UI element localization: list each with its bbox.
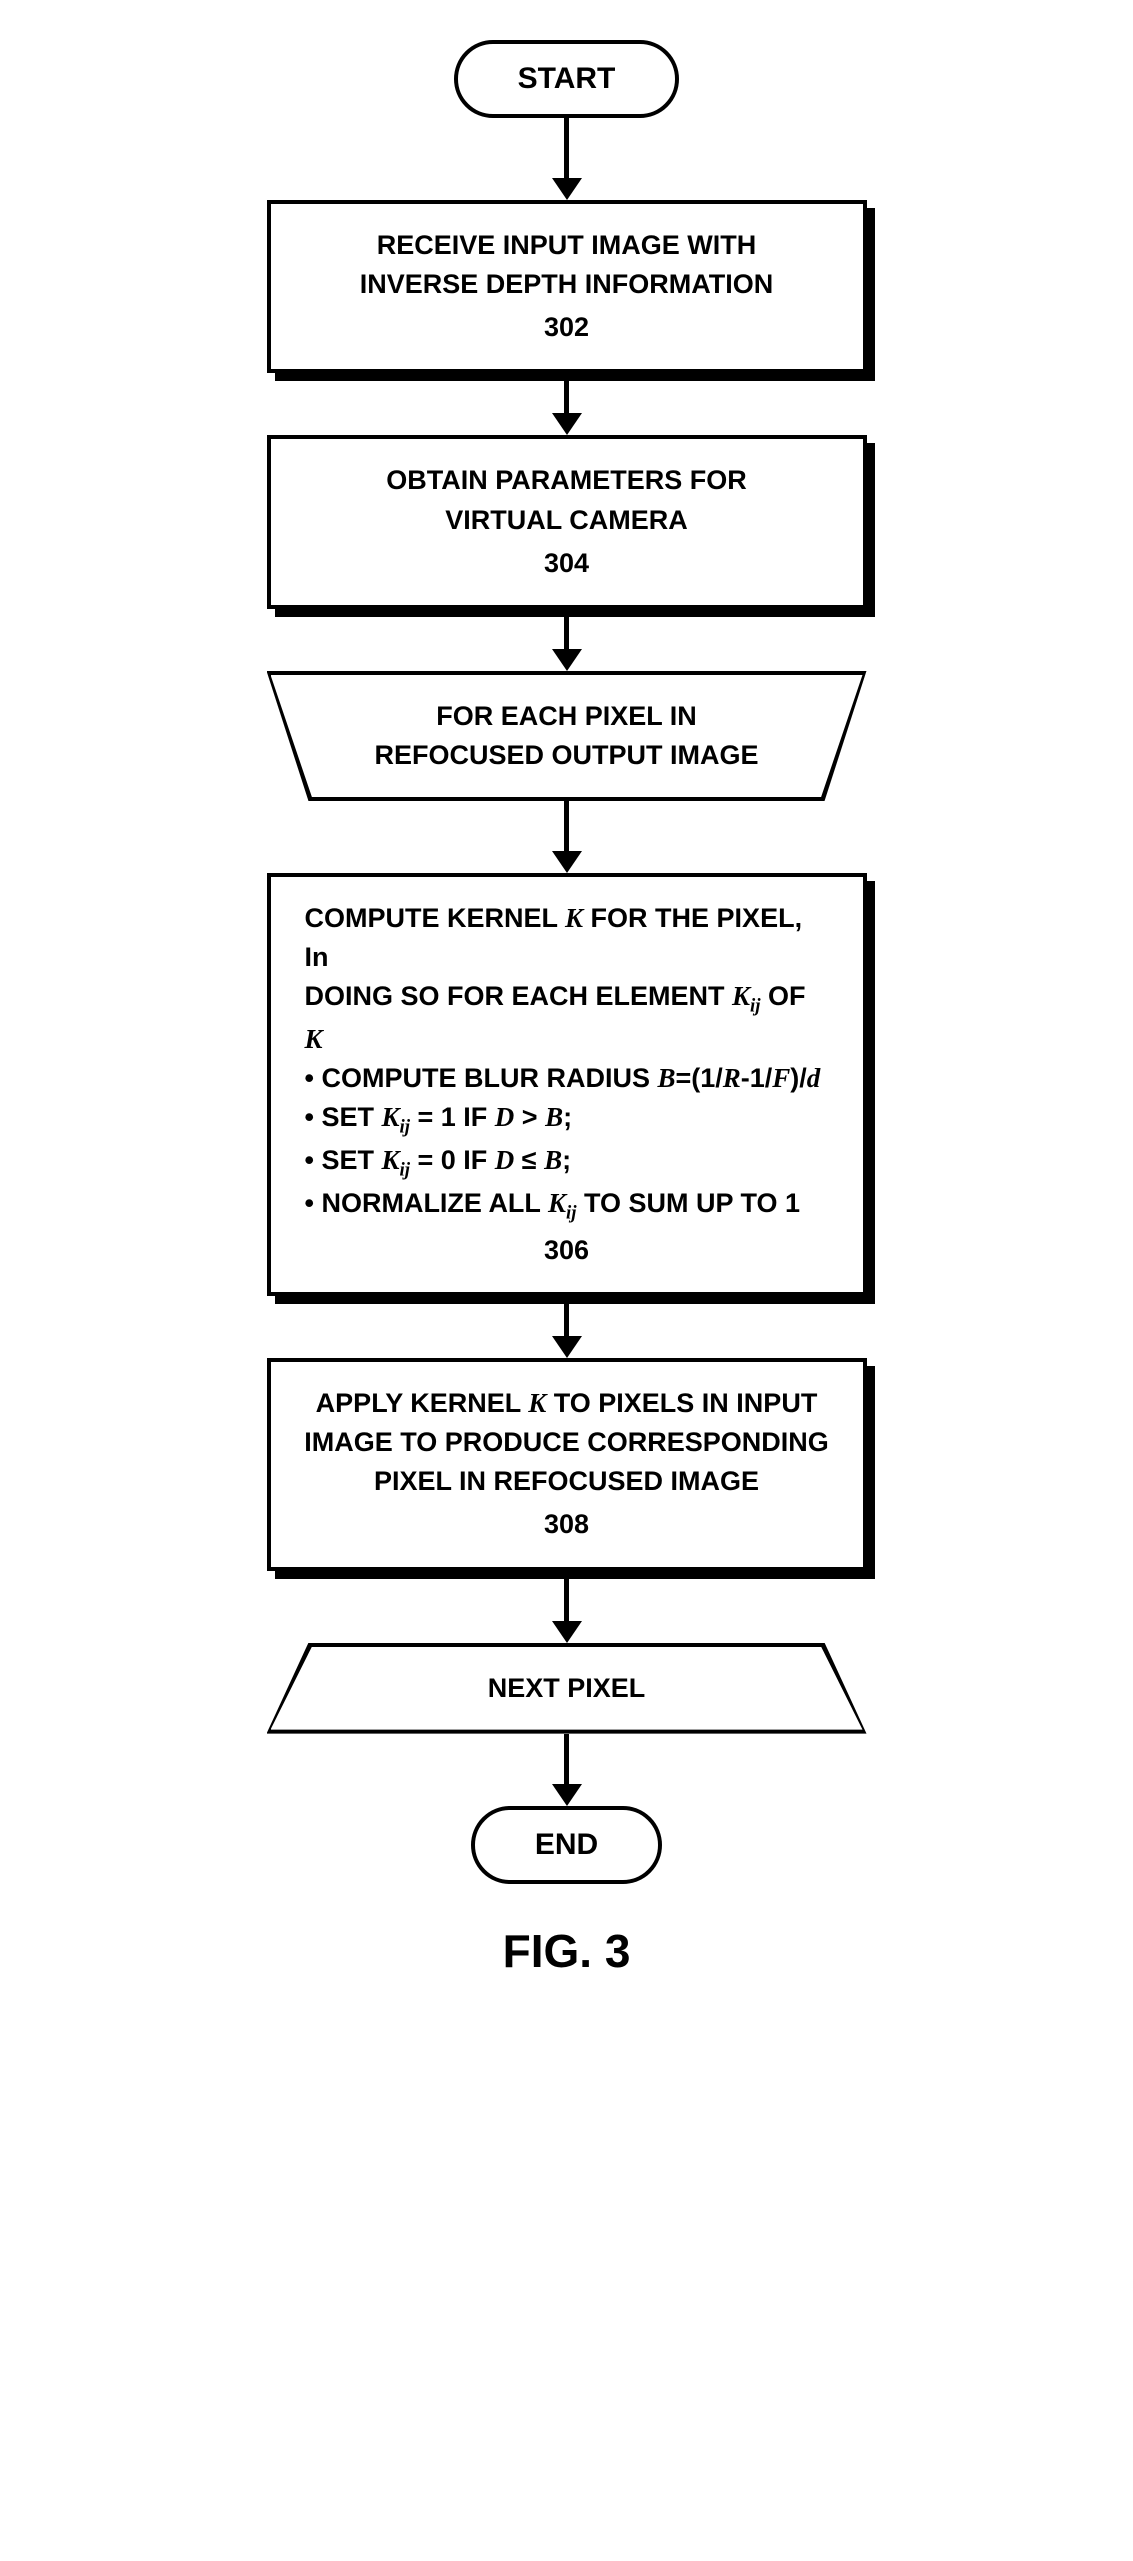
arrow-head <box>552 1336 582 1358</box>
sub: ij <box>566 1202 577 1223</box>
txt: COMPUTE KERNEL <box>305 903 566 933</box>
arrow-2 <box>552 373 582 435</box>
process-302-line2: INVERSE DEPTH INFORMATION <box>360 269 774 299</box>
sub-ij: ij <box>750 996 761 1017</box>
arrow-line <box>564 1734 569 1784</box>
txt: =(1/ <box>675 1063 722 1093</box>
txt: ≤ <box>514 1145 544 1175</box>
end-terminator: END <box>471 1806 662 1884</box>
process-302-wrapper: RECEIVE INPUT IMAGE WITH INVERSE DEPTH I… <box>267 200 867 373</box>
arrow-4 <box>552 801 582 873</box>
italic-k: K <box>305 1024 323 1054</box>
italic: D <box>495 1102 515 1132</box>
sub: ij <box>399 1117 410 1138</box>
txt: -1/ <box>741 1063 773 1093</box>
italic: B <box>544 1145 562 1175</box>
loop-start-line1: FOR EACH PIXEL IN <box>436 701 697 731</box>
arrow-head <box>552 1784 582 1806</box>
trapezoid-inner: FOR EACH PIXEL IN REFOCUSED OUTPUT IMAGE <box>271 675 863 797</box>
sub: ij <box>399 1160 410 1181</box>
process-308: APPLY KERNEL K TO PIXELS IN INPUT IMAGE … <box>267 1358 867 1571</box>
bullet-2: • SET Kij = 1 IF D > B; <box>305 1098 829 1141</box>
italic: K <box>381 1102 399 1132</box>
txt: OF <box>761 981 806 1011</box>
flowchart-container: START RECEIVE INPUT IMAGE WITH INVERSE D… <box>207 40 927 1978</box>
txt: APPLY KERNEL <box>316 1388 529 1418</box>
arrow-3 <box>552 609 582 671</box>
arrow-line <box>564 609 569 649</box>
arrow-line <box>564 1571 569 1621</box>
process-308-line1: APPLY KERNEL K TO PIXELS IN INPUT <box>316 1388 818 1418</box>
txt: > <box>514 1102 545 1132</box>
txt: • SET <box>305 1145 382 1175</box>
trapezoid-border: NEXT PIXEL <box>267 1643 867 1734</box>
process-308-line2: IMAGE TO PRODUCE CORRESPONDING <box>304 1427 829 1457</box>
process-304-ref: 304 <box>301 544 833 583</box>
trapezoid-border: FOR EACH PIXEL IN REFOCUSED OUTPUT IMAGE <box>267 671 867 801</box>
start-label: START <box>518 62 616 95</box>
italic-k: K <box>565 903 583 933</box>
start-terminator: START <box>454 40 680 118</box>
bullet-3: • SET Kij = 0 IF D ≤ B; <box>305 1141 829 1184</box>
txt: • NORMALIZE ALL <box>305 1188 548 1218</box>
txt: • SET <box>305 1102 382 1132</box>
arrow-head <box>552 851 582 873</box>
loop-start-trapezoid: FOR EACH PIXEL IN REFOCUSED OUTPUT IMAGE <box>267 671 867 801</box>
arrow-5 <box>552 1296 582 1358</box>
process-304-line2: VIRTUAL CAMERA <box>445 505 688 535</box>
italic: K <box>548 1188 566 1218</box>
txt: )/ <box>790 1063 807 1093</box>
bullet-1: • COMPUTE BLUR RADIUS B=(1/R-1/F)/d <box>305 1059 829 1098</box>
arrow-1 <box>552 118 582 200</box>
arrow-6 <box>552 1571 582 1643</box>
txt: DOING SO FOR EACH ELEMENT <box>305 981 733 1011</box>
process-308-ref: 308 <box>301 1505 833 1544</box>
italic: d <box>807 1063 821 1093</box>
arrow-7 <box>552 1734 582 1806</box>
bullet-4: • NORMALIZE ALL Kij TO SUM UP TO 1 <box>305 1184 829 1227</box>
arrow-head <box>552 413 582 435</box>
arrow-line <box>564 118 569 178</box>
arrow-head <box>552 1621 582 1643</box>
txt: TO SUM UP TO 1 <box>576 1188 800 1218</box>
italic: R <box>723 1063 741 1093</box>
process-306-wrapper: COMPUTE KERNEL K FOR THE PIXEL, In DOING… <box>267 873 867 1296</box>
process-308-line3: PIXEL IN REFOCUSED IMAGE <box>374 1466 759 1496</box>
txt: ; <box>562 1145 571 1175</box>
italic: K <box>528 1388 546 1418</box>
arrow-head <box>552 178 582 200</box>
process-302: RECEIVE INPUT IMAGE WITH INVERSE DEPTH I… <box>267 200 867 373</box>
trapezoid-inner: NEXT PIXEL <box>271 1647 863 1730</box>
txt: • COMPUTE BLUR RADIUS <box>305 1063 658 1093</box>
txt: = 0 IF <box>410 1145 495 1175</box>
italic: B <box>545 1102 563 1132</box>
process-306-ref: 306 <box>305 1231 829 1270</box>
arrow-line <box>564 373 569 413</box>
arrow-head <box>552 649 582 671</box>
figure-label: FIG. 3 <box>503 1924 631 1978</box>
process-304: OBTAIN PARAMETERS FOR VIRTUAL CAMERA 304 <box>267 435 867 608</box>
loop-end-trapezoid: NEXT PIXEL <box>267 1643 867 1734</box>
end-label: END <box>535 1828 598 1861</box>
italic: K <box>381 1145 399 1175</box>
loop-end-label: NEXT PIXEL <box>488 1673 646 1703</box>
process-304-line1: OBTAIN PARAMETERS FOR <box>386 465 747 495</box>
process-304-wrapper: OBTAIN PARAMETERS FOR VIRTUAL CAMERA 304 <box>267 435 867 608</box>
loop-start-line2: REFOCUSED OUTPUT IMAGE <box>374 740 758 770</box>
txt: = 1 IF <box>410 1102 495 1132</box>
italic-k: K <box>732 981 750 1011</box>
process-308-wrapper: APPLY KERNEL K TO PIXELS IN INPUT IMAGE … <box>267 1358 867 1571</box>
arrow-line <box>564 801 569 851</box>
process-306: COMPUTE KERNEL K FOR THE PIXEL, In DOING… <box>267 873 867 1296</box>
italic: D <box>495 1145 515 1175</box>
process-302-ref: 302 <box>301 308 833 347</box>
italic: F <box>772 1063 790 1093</box>
italic: B <box>657 1063 675 1093</box>
txt: ; <box>563 1102 572 1132</box>
arrow-line <box>564 1296 569 1336</box>
txt: TO PIXELS IN INPUT <box>546 1388 817 1418</box>
process-306-intro: COMPUTE KERNEL K FOR THE PIXEL, In DOING… <box>305 903 806 1054</box>
process-302-line1: RECEIVE INPUT IMAGE WITH <box>377 230 757 260</box>
